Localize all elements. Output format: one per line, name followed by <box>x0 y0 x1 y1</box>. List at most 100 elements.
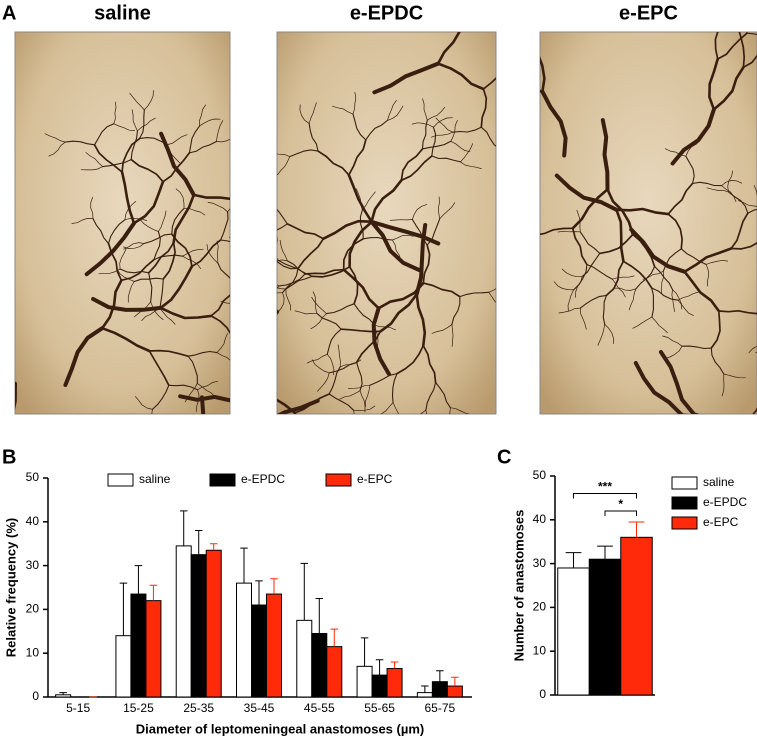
vessel <box>353 409 355 414</box>
vessel <box>539 0 560 3</box>
vessel <box>153 254 184 261</box>
vessel <box>435 117 454 133</box>
vessel <box>172 193 196 244</box>
photo <box>156 21 529 527</box>
bar <box>431 681 448 698</box>
error-bar <box>451 676 459 687</box>
vessel <box>338 496 341 518</box>
vessel <box>391 373 398 404</box>
vessel <box>190 426 202 463</box>
vessel <box>220 211 229 241</box>
vessel <box>120 170 136 225</box>
vessel <box>359 209 364 240</box>
vessel <box>680 413 683 414</box>
x-tick-label: 45-55 <box>304 701 335 715</box>
error-bar <box>300 562 309 621</box>
vessel <box>422 282 461 298</box>
vessel <box>332 105 354 115</box>
vessel <box>671 289 675 312</box>
vessel <box>658 350 696 414</box>
vessels <box>156 21 529 527</box>
vessel <box>277 292 285 313</box>
vessel <box>488 291 496 303</box>
vessel <box>372 61 441 95</box>
vessel <box>598 233 634 255</box>
vessel <box>302 524 317 540</box>
vessel <box>216 333 228 353</box>
x-tick-label: 15-25 <box>123 701 154 715</box>
vessel <box>133 277 164 283</box>
vessel <box>216 240 219 264</box>
vessel <box>191 239 222 268</box>
vessel <box>121 137 141 173</box>
vessel <box>235 513 252 547</box>
vessel <box>252 548 280 553</box>
vessel <box>200 507 209 527</box>
vessel <box>347 139 367 176</box>
vessel <box>197 380 219 391</box>
x-tick-label: 55-65 <box>364 701 395 715</box>
vessel <box>317 150 350 176</box>
vessel <box>107 242 123 282</box>
vessel <box>175 188 185 209</box>
image-title: e-EPDC <box>350 2 423 24</box>
vessel <box>316 312 342 330</box>
vessel <box>210 315 230 335</box>
vessel <box>274 511 302 520</box>
vessel <box>425 409 428 414</box>
vessel <box>386 105 404 121</box>
vessel <box>137 117 156 132</box>
vessel <box>524 21 529 42</box>
vessel <box>721 373 725 397</box>
vessel <box>521 38 525 60</box>
vessel <box>168 384 199 391</box>
vessel <box>257 508 264 529</box>
vessel <box>571 188 609 230</box>
vessel <box>162 241 176 280</box>
vessel <box>710 347 725 375</box>
vessel <box>84 221 136 277</box>
vessel <box>351 443 359 463</box>
vessel <box>554 173 619 212</box>
vessel <box>277 156 291 176</box>
vessel <box>501 149 510 169</box>
vessel <box>277 309 280 316</box>
vessel <box>753 428 757 450</box>
y-tick-label: 20 <box>533 600 547 614</box>
vessel <box>127 281 135 303</box>
photo-bg <box>276 31 497 415</box>
vessel <box>311 296 327 314</box>
legend-swatch <box>671 476 698 490</box>
error-bar <box>565 552 582 568</box>
vessel <box>217 262 230 279</box>
vessel <box>579 307 587 330</box>
vessel <box>240 336 269 342</box>
vessel <box>301 499 306 520</box>
vessel <box>667 182 694 215</box>
vessel <box>177 452 211 471</box>
vessel <box>246 200 272 227</box>
vessel <box>240 342 247 371</box>
vessel <box>377 281 425 310</box>
bar <box>326 646 343 698</box>
vessel <box>93 123 115 146</box>
vessel <box>602 294 607 325</box>
vessel <box>431 155 462 163</box>
vessel <box>278 515 282 544</box>
vessel <box>651 287 679 301</box>
vessel <box>391 234 414 241</box>
vessel <box>174 487 178 509</box>
vessel <box>156 455 178 472</box>
vessel <box>362 191 376 211</box>
vessel <box>119 268 150 274</box>
vessel <box>80 166 104 171</box>
vessel <box>200 395 206 414</box>
vessel <box>150 301 164 321</box>
vessel <box>249 195 270 200</box>
panel-label: A <box>2 2 16 24</box>
vessel <box>277 259 288 262</box>
vessel <box>227 208 230 213</box>
vessel <box>246 252 252 273</box>
vessel <box>229 236 230 239</box>
vessel <box>356 361 363 392</box>
